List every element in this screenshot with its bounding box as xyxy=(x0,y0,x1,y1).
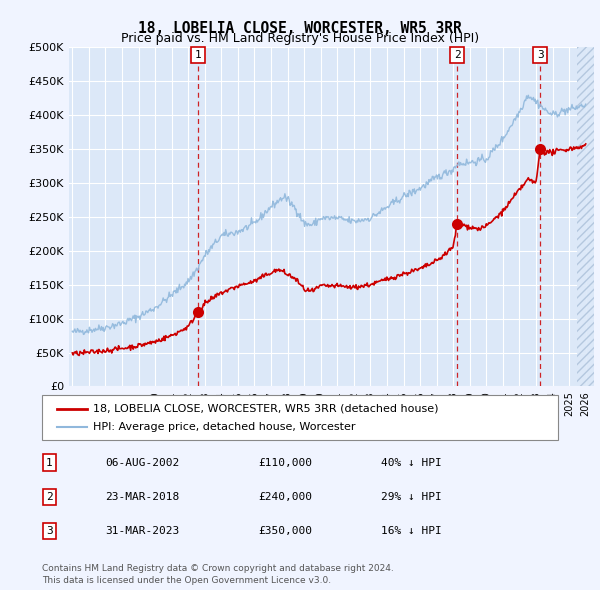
Text: 18, LOBELIA CLOSE, WORCESTER, WR5 3RR (detached house): 18, LOBELIA CLOSE, WORCESTER, WR5 3RR (d… xyxy=(93,404,439,414)
Text: 1: 1 xyxy=(46,458,53,467)
Text: 3: 3 xyxy=(46,526,53,536)
Text: £240,000: £240,000 xyxy=(258,492,312,502)
Text: 31-MAR-2023: 31-MAR-2023 xyxy=(105,526,179,536)
Text: £110,000: £110,000 xyxy=(258,458,312,467)
Text: Price paid vs. HM Land Registry's House Price Index (HPI): Price paid vs. HM Land Registry's House … xyxy=(121,32,479,45)
Text: 1: 1 xyxy=(194,50,202,60)
Text: 40% ↓ HPI: 40% ↓ HPI xyxy=(381,458,442,467)
Text: Contains HM Land Registry data © Crown copyright and database right 2024.
This d: Contains HM Land Registry data © Crown c… xyxy=(42,564,394,585)
Text: 2: 2 xyxy=(46,492,53,502)
Text: 2: 2 xyxy=(454,50,460,60)
Text: 23-MAR-2018: 23-MAR-2018 xyxy=(105,492,179,502)
Bar xyxy=(577,47,599,386)
Text: 3: 3 xyxy=(537,50,544,60)
Text: 06-AUG-2002: 06-AUG-2002 xyxy=(105,458,179,467)
Text: 29% ↓ HPI: 29% ↓ HPI xyxy=(381,492,442,502)
Text: £350,000: £350,000 xyxy=(258,526,312,536)
Text: 18, LOBELIA CLOSE, WORCESTER, WR5 3RR: 18, LOBELIA CLOSE, WORCESTER, WR5 3RR xyxy=(138,21,462,35)
Text: HPI: Average price, detached house, Worcester: HPI: Average price, detached house, Worc… xyxy=(93,422,355,432)
Text: 16% ↓ HPI: 16% ↓ HPI xyxy=(381,526,442,536)
